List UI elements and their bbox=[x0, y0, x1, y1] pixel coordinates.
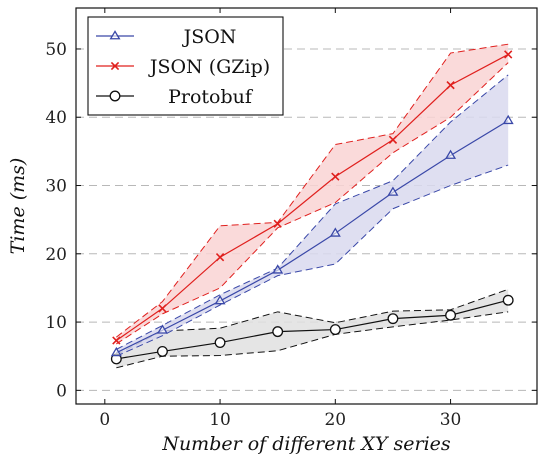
error-bands bbox=[116, 43, 509, 369]
point-json-gzip bbox=[158, 304, 167, 313]
series-line-json bbox=[116, 120, 509, 354]
y-tick-label: 50 bbox=[45, 40, 67, 60]
plot-frame bbox=[75, 7, 538, 405]
band-lower-protobuf bbox=[116, 311, 509, 369]
point-json-gzip bbox=[331, 172, 340, 181]
y-axis-label-suffix: ) bbox=[7, 158, 29, 166]
legend-marker-json-gzip bbox=[110, 61, 120, 71]
y-tick-label: 40 bbox=[45, 108, 67, 128]
point-protobuf bbox=[214, 337, 226, 349]
point-protobuf bbox=[156, 345, 168, 357]
point-json-gzip bbox=[388, 135, 398, 144]
x-tick-label: 0 bbox=[99, 410, 110, 430]
band-json-gzip bbox=[116, 44, 509, 344]
series-line-protobuf bbox=[116, 299, 509, 360]
x-tick-label: 20 bbox=[324, 410, 346, 430]
point-json bbox=[329, 227, 341, 237]
axis-ticks: 0 10 20 30 0 10 20 30 40 50 bbox=[45, 8, 537, 430]
band-upper-json-gzip bbox=[116, 43, 509, 338]
point-json bbox=[110, 346, 122, 357]
point-json-gzip bbox=[112, 336, 121, 345]
y-tick-label: 0 bbox=[56, 381, 67, 401]
x-tick-label: 10 bbox=[209, 410, 231, 430]
legend: JSON JSON (GZip) Protobuf bbox=[87, 16, 284, 116]
point-json-gzip bbox=[504, 50, 513, 59]
band-lower-json bbox=[116, 164, 509, 357]
point-protobuf bbox=[387, 313, 399, 325]
legend-marker-protobuf bbox=[109, 90, 121, 102]
x-axis-label: Number of different XY series bbox=[161, 433, 451, 455]
point-protobuf bbox=[272, 326, 284, 338]
point-protobuf bbox=[329, 324, 341, 336]
legend-label-protobuf: Protobuf bbox=[168, 86, 254, 108]
y-tick-label: 30 bbox=[45, 177, 67, 197]
band-upper-json bbox=[116, 74, 509, 350]
point-json-gzip bbox=[215, 253, 225, 262]
series-lines bbox=[115, 53, 509, 360]
point-json bbox=[156, 324, 168, 334]
point-json bbox=[445, 149, 457, 159]
series-line-json-gzip bbox=[115, 53, 509, 341]
point-protobuf bbox=[445, 309, 457, 321]
point-json-gzip bbox=[273, 219, 282, 228]
legend-label-json-gzip: JSON (GZip) bbox=[148, 56, 270, 78]
y-axis-label: Time (ms) bbox=[7, 158, 29, 255]
point-json-gzip bbox=[446, 80, 455, 90]
legend-label-json: JSON bbox=[182, 26, 237, 48]
series-markers bbox=[110, 50, 514, 365]
legend-marker-json bbox=[109, 30, 121, 40]
point-json bbox=[502, 114, 514, 125]
y-axis-label-prefix: Time ( bbox=[7, 192, 29, 254]
point-protobuf bbox=[502, 294, 514, 306]
y-tick-label: 10 bbox=[45, 313, 67, 333]
y-axis-label-unit: ms bbox=[7, 165, 29, 193]
point-json bbox=[272, 264, 284, 274]
band-lower-json-gzip bbox=[116, 62, 509, 345]
x-tick-label: 30 bbox=[440, 410, 462, 430]
band-protobuf bbox=[116, 289, 509, 368]
y-tick-label: 20 bbox=[45, 245, 67, 265]
point-json bbox=[214, 295, 226, 305]
point-json bbox=[387, 186, 399, 196]
